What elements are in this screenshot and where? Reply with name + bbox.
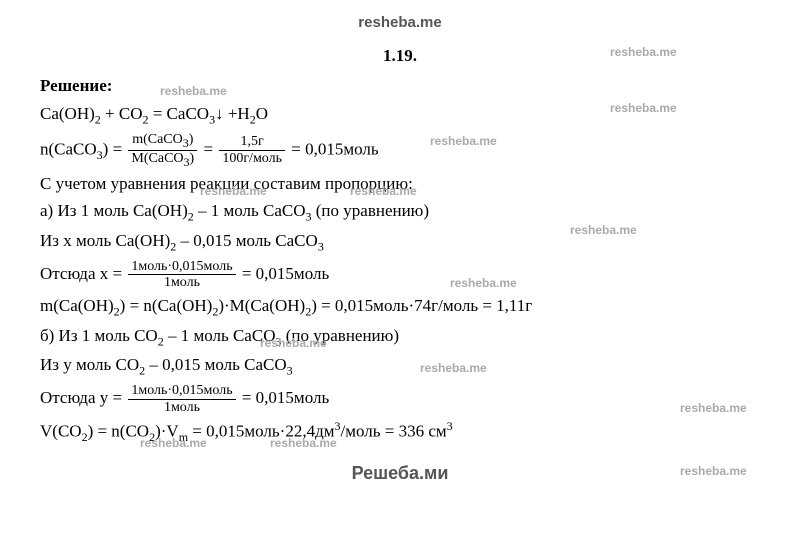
y-solution: Отсюда y = 1моль·0,015моль 1моль = 0,015… — [40, 383, 760, 415]
part-b-line2: Из y моль CO2 – 0,015 моль CaCO3 — [40, 353, 760, 380]
part-a-line2: Из x моль Ca(OH)2 – 0,015 моль CaCO3 — [40, 229, 760, 256]
v-co2: V(CO2) = n(CO2)·Vm = 0,015моль·22,4дм3/м… — [40, 418, 760, 446]
m-caoh2: m(Ca(OH)2) = n(Ca(OH)2)·M(Ca(OH)2) = 0,0… — [40, 294, 760, 321]
fraction-1: m(CaCO3) M(CaCO3) — [128, 132, 197, 169]
n-caco3: n(CaCO3) = m(CaCO3) M(CaCO3) = 1,5г 100г… — [40, 132, 760, 169]
fraction-2: 1,5г 100г/моль — [219, 134, 285, 166]
fraction-x: 1моль·0,015моль 1моль — [128, 259, 235, 291]
part-a-line1: а) Из 1 моль Ca(OH)2 – 1 моль CaCO3 (по … — [40, 199, 760, 226]
equation-1: Ca(OH)2 + CO2 = CaCO3↓ +H2O — [40, 102, 760, 129]
proportion-text: С учетом уравнения реакции составим проп… — [40, 172, 760, 197]
part-b-line1: б) Из 1 моль CO2 – 1 моль CaCO3 (по урав… — [40, 324, 760, 351]
problem-number: 1.19. — [40, 44, 760, 69]
x-solution: Отсюда x = 1моль·0,015моль 1моль = 0,015… — [40, 259, 760, 291]
header-link: resheba.me — [40, 12, 760, 34]
footer-text: Решеба.ми — [40, 460, 760, 486]
solution-label: Решение: — [40, 74, 760, 99]
fraction-y: 1моль·0,015моль 1моль — [128, 383, 235, 415]
